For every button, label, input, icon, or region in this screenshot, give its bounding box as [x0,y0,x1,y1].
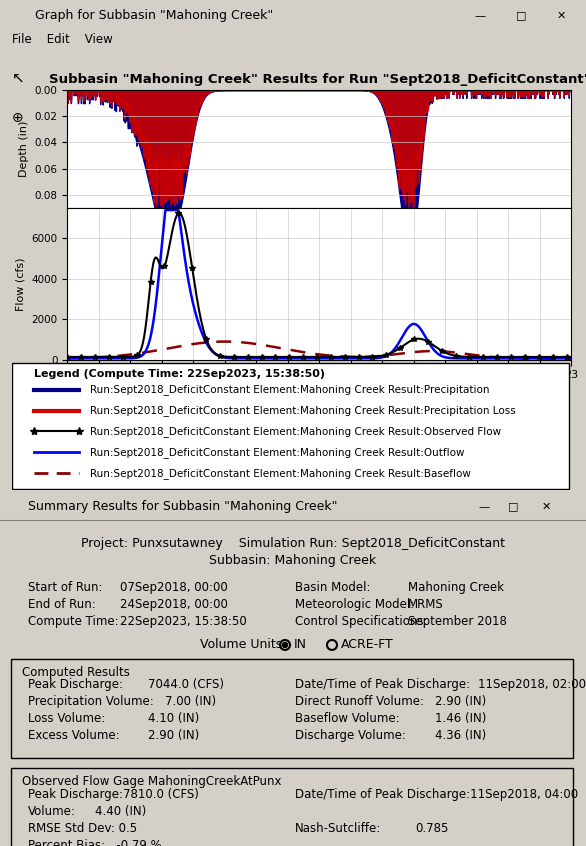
X-axis label: Sep2018: Sep2018 [292,385,347,398]
Text: Volume:: Volume: [28,805,76,818]
Circle shape [282,642,288,647]
Text: Summary Results for Subbasin "Mahoning Creek": Summary Results for Subbasin "Mahoning C… [28,500,338,514]
Text: ↖: ↖ [12,71,25,86]
Text: □: □ [508,502,519,512]
FancyBboxPatch shape [11,768,573,846]
Text: End of Run:: End of Run: [28,597,96,611]
Text: Percent Bias:   -0.79 %: Percent Bias: -0.79 % [28,838,162,846]
Text: ⊕: ⊕ [12,111,23,124]
Text: 7.00 (IN): 7.00 (IN) [165,695,216,708]
Text: Compute Time:: Compute Time: [28,614,118,628]
Text: 22Sep2023, 15:38:50: 22Sep2023, 15:38:50 [120,614,247,628]
Y-axis label: Depth (in): Depth (in) [19,121,29,177]
Text: Direct Runoff Volume:: Direct Runoff Volume: [295,695,424,708]
Text: Control Specifications:: Control Specifications: [295,614,428,628]
Text: IN: IN [294,639,307,651]
Text: 11Sep2018, 02:00: 11Sep2018, 02:00 [478,678,586,691]
Text: 4.36 (IN): 4.36 (IN) [435,729,486,742]
Text: 2.90 (IN): 2.90 (IN) [435,695,486,708]
Text: September 2018: September 2018 [408,614,507,628]
Text: Legend (Compute Time: 22Sep2023, 15:38:50): Legend (Compute Time: 22Sep2023, 15:38:5… [34,369,325,379]
Text: Nash-Sutcliffe:: Nash-Sutcliffe: [295,821,381,835]
Text: 07Sep2018, 00:00: 07Sep2018, 00:00 [120,580,228,594]
Text: Loss Volume:: Loss Volume: [28,712,105,725]
FancyBboxPatch shape [11,659,573,758]
Title: Subbasin "Mahoning Creek" Results for Run "Sept2018_DeficitConstant": Subbasin "Mahoning Creek" Results for Ru… [49,73,586,86]
Text: 4.10 (IN): 4.10 (IN) [148,712,199,725]
Text: Start of Run:: Start of Run: [28,580,103,594]
Text: Peak Discharge:: Peak Discharge: [28,678,123,691]
Text: Meteorologic Model:: Meteorologic Model: [295,597,414,611]
Text: Basin Model:: Basin Model: [295,580,370,594]
Text: Graph for Subbasin "Mahoning Creek": Graph for Subbasin "Mahoning Creek" [35,9,274,22]
Text: Precipitation Volume:: Precipitation Volume: [28,695,154,708]
Text: Date/Time of Peak Discharge:11Sep2018, 04:00: Date/Time of Peak Discharge:11Sep2018, 0… [295,788,578,801]
Text: □: □ [516,11,526,20]
Text: ACRE-FT: ACRE-FT [341,639,394,651]
Text: Project: Punxsutawney    Simulation Run: Sept2018_DeficitConstant: Project: Punxsutawney Simulation Run: Se… [81,537,505,550]
Text: 24Sep2018, 00:00: 24Sep2018, 00:00 [120,597,228,611]
Text: 7044.0 (CFS): 7044.0 (CFS) [148,678,224,691]
Text: Run:Sept2018_DeficitConstant Element:Mahoning Creek Result:Precipitation Loss: Run:Sept2018_DeficitConstant Element:Mah… [90,405,516,416]
Text: Run:Sept2018_DeficitConstant Element:Mahoning Creek Result:Outflow: Run:Sept2018_DeficitConstant Element:Mah… [90,447,465,458]
Text: Run:Sept2018_DeficitConstant Element:Mahoning Creek Result:Baseflow: Run:Sept2018_DeficitConstant Element:Mah… [90,468,471,479]
Text: File    Edit    View: File Edit View [12,33,113,46]
Text: Excess Volume:: Excess Volume: [28,729,120,742]
Text: Date/Time of Peak Discharge:: Date/Time of Peak Discharge: [295,678,470,691]
Text: 2.90 (IN): 2.90 (IN) [148,729,199,742]
Text: Computed Results: Computed Results [22,666,130,678]
Text: 0.785: 0.785 [415,821,448,835]
Text: MRMS: MRMS [408,597,444,611]
Text: —: — [475,11,486,20]
Text: Subbasin: Mahoning Creek: Subbasin: Mahoning Creek [209,554,377,567]
Text: Baseflow Volume:: Baseflow Volume: [295,712,400,725]
Text: Mahoning Creek: Mahoning Creek [408,580,504,594]
Text: Peak Discharge:7810.0 (CFS): Peak Discharge:7810.0 (CFS) [28,788,199,801]
Text: Observed Flow Gage MahoningCreekAtPunx: Observed Flow Gage MahoningCreekAtPunx [22,775,281,788]
Text: Run:Sept2018_DeficitConstant Element:Mahoning Creek Result:Precipitation: Run:Sept2018_DeficitConstant Element:Mah… [90,384,490,395]
FancyBboxPatch shape [12,363,568,489]
Text: Run:Sept2018_DeficitConstant Element:Mahoning Creek Result:Observed Flow: Run:Sept2018_DeficitConstant Element:Mah… [90,426,502,437]
Text: ✕: ✕ [542,502,551,512]
Text: 1.46 (IN): 1.46 (IN) [435,712,486,725]
Text: RMSE Std Dev: 0.5: RMSE Std Dev: 0.5 [28,821,137,835]
Text: ✕: ✕ [557,11,566,20]
Text: Volume Units:: Volume Units: [200,639,287,651]
Text: —: — [478,502,489,512]
Y-axis label: Flow (cfs): Flow (cfs) [16,257,26,310]
Text: 4.40 (IN): 4.40 (IN) [95,805,146,818]
Text: Discharge Volume:: Discharge Volume: [295,729,406,742]
